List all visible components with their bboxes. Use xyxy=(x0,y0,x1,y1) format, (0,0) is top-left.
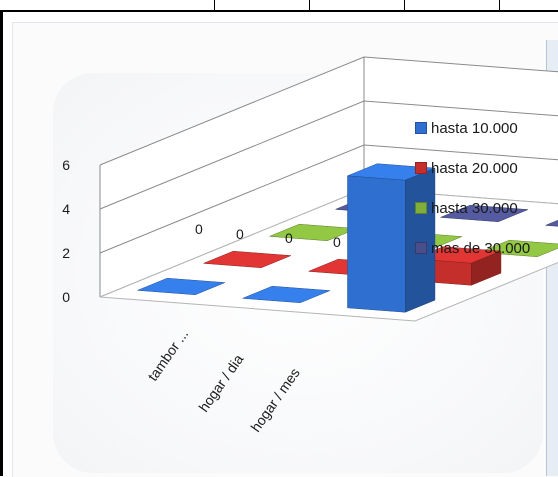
legend-label: hasta 30.000 xyxy=(431,200,518,217)
legend-label: hasta 10.000 xyxy=(431,120,518,137)
category-label: hogar / mes xyxy=(247,365,303,435)
legend-swatch xyxy=(415,202,427,214)
data-label: 0 xyxy=(236,226,244,242)
category-label: hogar / dia xyxy=(195,351,246,415)
chart-legend[interactable]: hasta 10.000 hasta 20.000 hasta 30.000 m… xyxy=(415,118,555,278)
legend-item: mas de 30.000 xyxy=(415,238,555,258)
legend-label: mas de 30.000 xyxy=(431,240,530,257)
data-label: 0 xyxy=(285,230,293,246)
data-label: 0 xyxy=(195,221,203,237)
data-label: 0 xyxy=(333,234,341,250)
legend-item: hasta 20.000 xyxy=(415,158,555,178)
category-label: tambor ... xyxy=(144,326,191,384)
y-tick-label: 0 xyxy=(62,289,70,305)
legend-label: hasta 20.000 xyxy=(431,160,518,177)
legend-swatch xyxy=(415,162,427,174)
y-tick-label: 2 xyxy=(62,245,70,261)
y-tick-label: 4 xyxy=(62,201,70,217)
y-tick-label: 6 xyxy=(62,157,70,173)
legend-item: hasta 30.000 xyxy=(415,198,555,218)
legend-item: hasta 10.000 xyxy=(415,118,555,138)
legend-swatch xyxy=(415,242,427,254)
legend-swatch xyxy=(415,122,427,134)
bar-front xyxy=(348,176,406,312)
